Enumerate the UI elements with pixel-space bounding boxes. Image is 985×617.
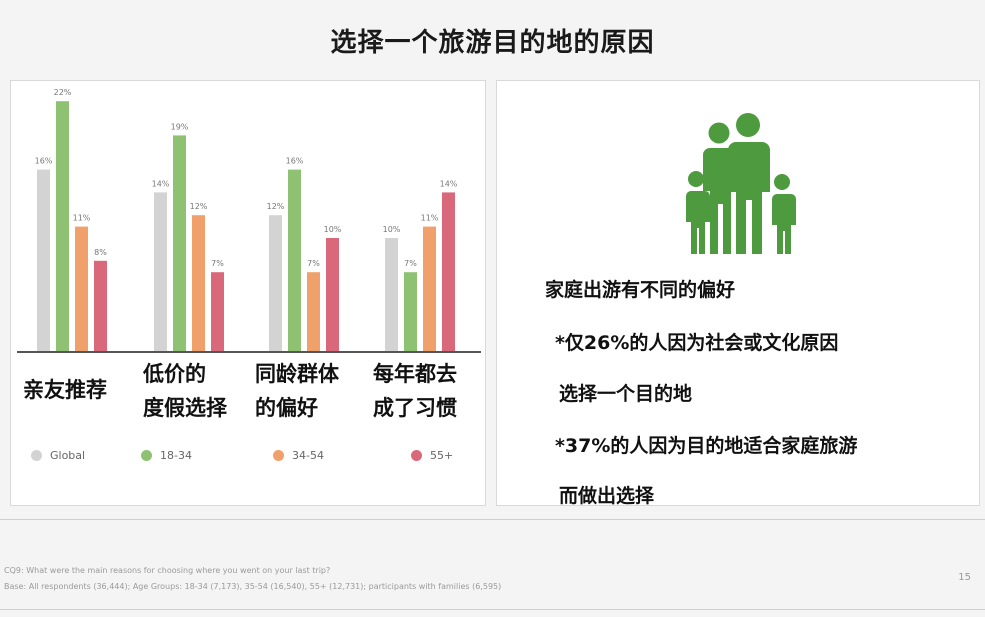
insight-line-2: 选择一个目的地 (559, 383, 693, 405)
bar-55--3 (442, 192, 455, 352)
bar-18-34-3 (404, 272, 417, 352)
category-label-line: 的偏好 (255, 396, 318, 420)
bar-34-54-2 (307, 272, 320, 352)
category-label-line: 每年都去 (373, 362, 457, 386)
bar-55--2 (326, 238, 339, 352)
bar-global-0 (37, 169, 50, 352)
legend-label: Global (50, 449, 86, 462)
bar-34-54-3 (423, 226, 436, 352)
bar-18-34-1 (173, 135, 186, 352)
data-label: 16% (286, 157, 304, 166)
legend-swatch (141, 450, 152, 461)
category-label: 同龄群体 的偏好 (255, 357, 339, 425)
chart-panel: 16% 22% 11% 8% 14% 19% 12% 7% 12% 16% 7% 10% 10% 7% 11… (10, 80, 486, 506)
data-label: 7% (211, 259, 224, 268)
category-label: 每年都去 成了习惯 (373, 357, 457, 425)
data-label: 14% (440, 179, 458, 188)
legend-label: 34-54 (292, 449, 324, 462)
data-label: 22% (54, 88, 72, 97)
insight-line-4: 而做出选择 (559, 485, 655, 507)
bar-34-54-1 (192, 215, 205, 352)
legend-label: 55+ (430, 449, 454, 462)
bar-global-2 (269, 215, 282, 352)
bar-chart: 16% 22% 11% 8% 14% 19% 12% 7% 12% 16% 7% 10% 10% 7% 11… (17, 88, 481, 353)
data-label: 16% (35, 157, 53, 166)
bar-55--0 (94, 260, 107, 352)
footer-divider-top (0, 519, 985, 520)
category-label: 低价的 度假选择 (143, 357, 227, 425)
bar-global-3 (385, 238, 398, 352)
bar-34-54-0 (75, 226, 88, 352)
data-label: 11% (421, 214, 439, 223)
insight-heading: 家庭出游有不同的偏好 (545, 279, 736, 301)
data-label: 12% (267, 202, 285, 211)
footnote-base: Base: All respondents (36,444); Age Grou… (4, 582, 502, 591)
legend-item: 18-34 (141, 449, 192, 462)
bar-18-34-0 (56, 101, 69, 352)
category-label-line: 同龄群体 (255, 362, 339, 386)
insight-line-1: *仅26%的人因为社会或文化原因 (555, 332, 839, 354)
data-label: 7% (404, 259, 417, 268)
data-label: 8% (94, 248, 107, 257)
footer-divider-bottom (0, 609, 985, 610)
data-label: 10% (324, 225, 342, 234)
family-icon (686, 113, 796, 254)
legend-swatch (31, 450, 42, 461)
data-label: 10% (383, 225, 401, 234)
data-label: 7% (307, 259, 320, 268)
legend-swatch (273, 450, 284, 461)
page-number: 15 (958, 572, 971, 583)
legend-item: Global (31, 449, 85, 462)
bar-18-34-2 (288, 169, 301, 352)
legend-label: 18-34 (160, 449, 192, 462)
legend-item: 34-54 (273, 449, 324, 462)
category-label-line: 度假选择 (143, 396, 227, 420)
legend-item: 55+ (411, 449, 453, 462)
data-label: 19% (171, 122, 189, 131)
page-title: 选择一个旅游目的地的原因 (330, 28, 655, 58)
category-label-line: 成了习惯 (373, 396, 457, 420)
data-label: 14% (152, 179, 170, 188)
category-label-line: 亲友推荐 (23, 378, 107, 402)
bar-55--1 (211, 272, 224, 352)
data-label: 12% (190, 202, 208, 211)
bar-global-1 (154, 192, 167, 352)
insight-line-3: *37%的人因为目的地适合家庭旅游 (555, 435, 858, 457)
footnote-question: CQ9: What were the main reasons for choo… (4, 566, 331, 575)
insight-panel: 家庭出游有不同的偏好 *仅26%的人因为社会或文化原因 选择一个目的地 *37%… (496, 80, 980, 507)
data-label: 11% (73, 214, 91, 223)
category-label-line: 低价的 (143, 362, 206, 386)
legend-swatch (411, 450, 422, 461)
category-label: 亲友推荐 (23, 373, 107, 407)
